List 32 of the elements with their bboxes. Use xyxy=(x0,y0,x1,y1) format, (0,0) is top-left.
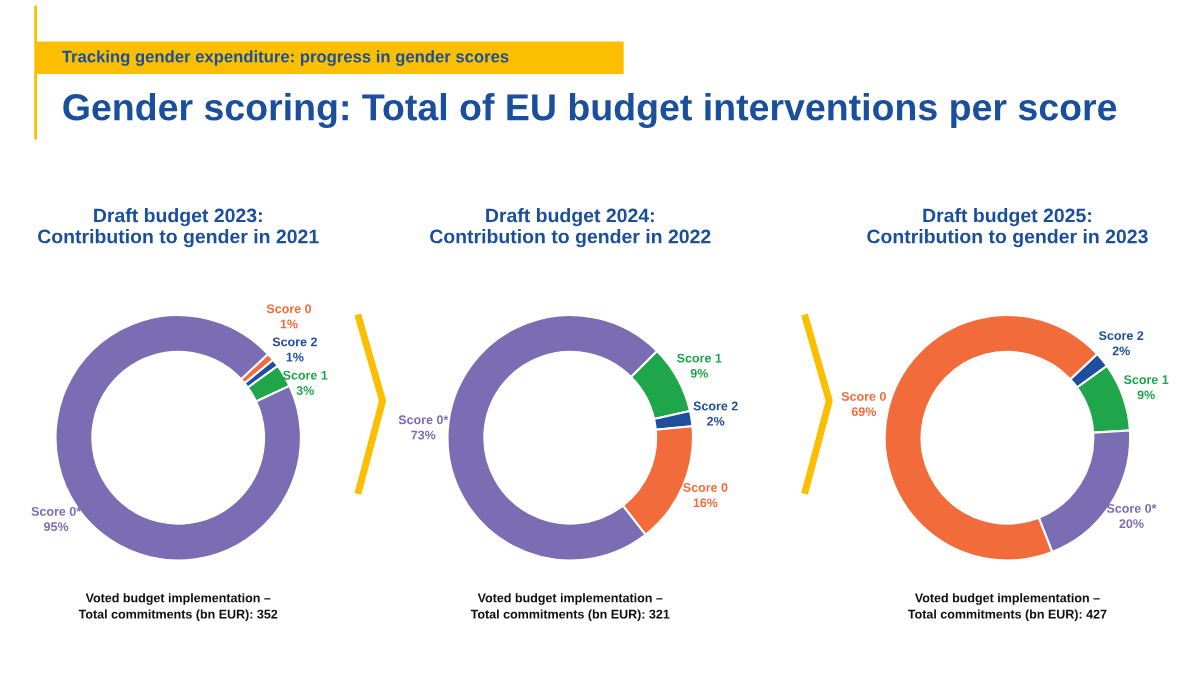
slice-label: Score 0* xyxy=(398,415,449,425)
text: Tracking gender expenditure: progress in gender scores xyxy=(61,50,509,66)
data-label: 1% xyxy=(286,352,304,362)
text: Voted budget implementation – Total commitments (bn EUR): 427 xyxy=(908,593,1107,622)
slice-label: Score 1 xyxy=(1123,375,1169,385)
data-label: 3% xyxy=(296,386,314,395)
data-label: 2% xyxy=(1112,346,1130,356)
data-label: 9% xyxy=(690,368,708,378)
slice-label: Score 2 xyxy=(693,401,738,411)
slice-label: Score 2 xyxy=(1098,331,1144,340)
data-label: 69% xyxy=(851,407,877,417)
data-label: 95% xyxy=(44,522,69,532)
slice-label: Score 1 xyxy=(282,370,328,380)
slice-label: Score 0* xyxy=(31,506,82,516)
text: Voted budget implementation – Total commitments (bn EUR): 321 xyxy=(470,593,670,622)
data-label: 9% xyxy=(1137,390,1155,400)
slice-label: Score 1 xyxy=(677,353,722,363)
text: Voted budget implementation – Total commitments (bn EUR): 352 xyxy=(78,593,278,622)
text: Gender scoring: Total of EU budget interventions per score xyxy=(63,93,1117,129)
data-label: 16% xyxy=(693,498,718,508)
chart-title: Draft budget 2023: Contribution to gender in 2021 xyxy=(38,208,319,248)
data-label: 1% xyxy=(280,319,298,329)
data-label: 20% xyxy=(1119,519,1144,529)
slice-label: Score 0 xyxy=(683,483,728,492)
slice-label: Score 0* xyxy=(1106,503,1157,513)
slice-label: Score 0 xyxy=(841,391,886,401)
data-label: 73% xyxy=(411,430,436,440)
slice-label: Score 2 xyxy=(272,337,317,347)
chart-title: Draft budget 2024: Contribution to gender in 2022 xyxy=(430,208,711,248)
chart-title: Draft budget 2025: Contribution to gender in 2023 xyxy=(867,208,1148,248)
data-label: 2% xyxy=(707,416,725,426)
slice-label: Score 0 xyxy=(266,304,312,314)
